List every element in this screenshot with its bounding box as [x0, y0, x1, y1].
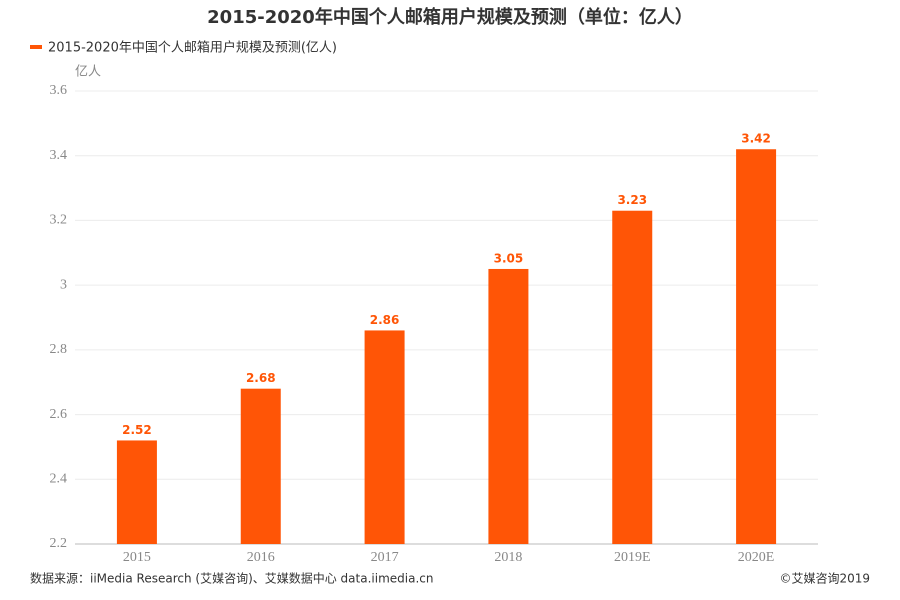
- bar: [116, 440, 157, 544]
- y-tick-label: 3: [60, 277, 67, 292]
- x-tick-label: 2020E: [738, 550, 775, 565]
- x-tick-label: 2019E: [614, 550, 651, 565]
- y-tick-label: 3.4: [50, 148, 68, 163]
- data-label: 2.86: [370, 313, 400, 327]
- y-tick-label: 2.2: [50, 536, 68, 551]
- legend-swatch: [30, 45, 42, 49]
- data-label: 2.68: [246, 371, 276, 385]
- data-label: 3.05: [494, 251, 524, 265]
- y-tick-label: 3.6: [50, 83, 68, 98]
- y-tick-label: 3.2: [50, 213, 68, 228]
- bar: [736, 149, 777, 544]
- x-tick-label: 2016: [247, 550, 275, 565]
- x-tick-label: 2015: [123, 550, 151, 565]
- copyright: ©艾媒咨询2019: [779, 571, 870, 586]
- data-label: 3.23: [617, 193, 647, 207]
- y-unit: 亿人: [75, 65, 101, 80]
- legend-label: 2015-2020年中国个人邮箱用户规模及预测(亿人): [48, 40, 337, 56]
- y-tick-label: 2.6: [50, 407, 68, 422]
- y-tick-label: 2.8: [50, 342, 68, 357]
- data-label: 2.52: [122, 423, 152, 437]
- chart-title: 2015-2020年中国个人邮箱用户规模及预测（单位：亿人）: [207, 6, 693, 28]
- bar: [364, 330, 405, 544]
- data-label: 3.42: [741, 132, 771, 146]
- source: 数据来源：iiMedia Research (艾媒咨询)、艾媒数据中心 data…: [30, 571, 433, 586]
- x-tick-label: 2017: [371, 550, 399, 565]
- y-tick-label: 2.4: [50, 472, 68, 487]
- bar: [488, 268, 529, 544]
- bar: [240, 388, 281, 544]
- x-tick-label: 2018: [494, 550, 522, 565]
- bar: [612, 210, 653, 544]
